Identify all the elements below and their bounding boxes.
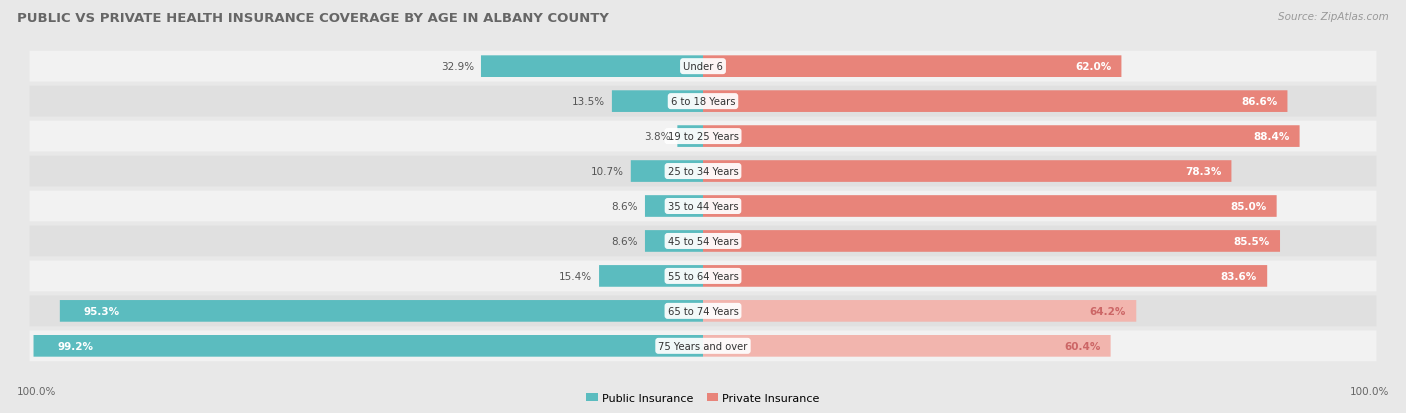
FancyBboxPatch shape (703, 266, 1267, 287)
FancyBboxPatch shape (645, 230, 703, 252)
FancyBboxPatch shape (28, 225, 1378, 258)
Text: 35 to 44 Years: 35 to 44 Years (668, 202, 738, 211)
Text: 3.8%: 3.8% (644, 132, 671, 142)
Text: 32.9%: 32.9% (441, 62, 474, 72)
Text: 88.4%: 88.4% (1253, 132, 1289, 142)
Text: 45 to 54 Years: 45 to 54 Years (668, 236, 738, 247)
FancyBboxPatch shape (703, 196, 1277, 217)
Text: 100.0%: 100.0% (1350, 387, 1389, 396)
Text: 100.0%: 100.0% (17, 387, 56, 396)
Text: Source: ZipAtlas.com: Source: ZipAtlas.com (1278, 12, 1389, 22)
Text: 8.6%: 8.6% (612, 236, 638, 247)
Text: 65 to 74 Years: 65 to 74 Years (668, 306, 738, 316)
FancyBboxPatch shape (28, 190, 1378, 223)
FancyBboxPatch shape (703, 56, 1122, 78)
Text: 95.3%: 95.3% (83, 306, 120, 316)
Text: 85.5%: 85.5% (1233, 236, 1270, 247)
Text: 25 to 34 Years: 25 to 34 Years (668, 166, 738, 177)
FancyBboxPatch shape (28, 50, 1378, 84)
FancyBboxPatch shape (703, 335, 1111, 357)
FancyBboxPatch shape (34, 335, 703, 357)
Text: 62.0%: 62.0% (1076, 62, 1111, 72)
FancyBboxPatch shape (28, 259, 1378, 293)
Text: 86.6%: 86.6% (1241, 97, 1277, 107)
Text: 19 to 25 Years: 19 to 25 Years (668, 132, 738, 142)
FancyBboxPatch shape (28, 155, 1378, 188)
Text: 75 Years and over: 75 Years and over (658, 341, 748, 351)
FancyBboxPatch shape (28, 329, 1378, 363)
Text: 99.2%: 99.2% (58, 341, 93, 351)
FancyBboxPatch shape (612, 91, 703, 113)
Text: 13.5%: 13.5% (572, 97, 605, 107)
FancyBboxPatch shape (631, 161, 703, 183)
FancyBboxPatch shape (703, 126, 1299, 147)
FancyBboxPatch shape (481, 56, 703, 78)
Text: Under 6: Under 6 (683, 62, 723, 72)
FancyBboxPatch shape (703, 300, 1136, 322)
Legend: Public Insurance, Private Insurance: Public Insurance, Private Insurance (582, 389, 824, 408)
Text: 10.7%: 10.7% (591, 166, 624, 177)
Text: 60.4%: 60.4% (1064, 341, 1101, 351)
FancyBboxPatch shape (599, 266, 703, 287)
FancyBboxPatch shape (60, 300, 703, 322)
Text: 6 to 18 Years: 6 to 18 Years (671, 97, 735, 107)
Text: 83.6%: 83.6% (1220, 271, 1257, 281)
FancyBboxPatch shape (703, 91, 1288, 113)
Text: 85.0%: 85.0% (1230, 202, 1267, 211)
FancyBboxPatch shape (28, 85, 1378, 119)
Text: 64.2%: 64.2% (1090, 306, 1126, 316)
FancyBboxPatch shape (678, 126, 703, 147)
Text: 8.6%: 8.6% (612, 202, 638, 211)
FancyBboxPatch shape (28, 120, 1378, 154)
Text: 55 to 64 Years: 55 to 64 Years (668, 271, 738, 281)
FancyBboxPatch shape (703, 230, 1279, 252)
Text: 15.4%: 15.4% (560, 271, 592, 281)
FancyBboxPatch shape (703, 161, 1232, 183)
FancyBboxPatch shape (28, 294, 1378, 328)
Text: 78.3%: 78.3% (1185, 166, 1222, 177)
Text: PUBLIC VS PRIVATE HEALTH INSURANCE COVERAGE BY AGE IN ALBANY COUNTY: PUBLIC VS PRIVATE HEALTH INSURANCE COVER… (17, 12, 609, 25)
FancyBboxPatch shape (645, 196, 703, 217)
